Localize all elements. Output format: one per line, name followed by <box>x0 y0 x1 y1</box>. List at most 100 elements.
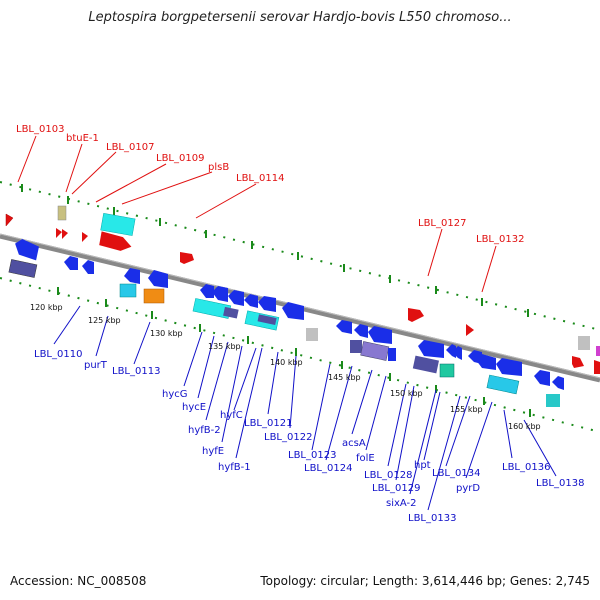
gene-label[interactable]: LBL_0128 <box>364 470 412 481</box>
bottom-leader-lines <box>53 305 557 511</box>
top-labels: LBL_0103 btuE-1 LBL_0107 LBL_0109 plsB L… <box>16 124 524 245</box>
gene-hyfE <box>244 294 258 308</box>
gene-label[interactable]: hycE <box>182 402 206 413</box>
gene-label[interactable]: LBL_0107 <box>106 142 154 153</box>
gene-folE <box>360 341 390 361</box>
gene-label[interactable]: LBL_0103 <box>16 124 64 135</box>
gene-label[interactable]: pyrD <box>456 483 480 494</box>
topology-summary: Topology: circular; Length: 3,614,446 bp… <box>260 574 590 588</box>
gene-LBL_0139 <box>578 336 590 350</box>
gene-label[interactable]: LBL_0124 <box>304 463 352 474</box>
map-title: Leptospira borgpetersenii serovar Hardjo… <box>88 10 512 25</box>
gene-label[interactable]: folE <box>356 453 375 464</box>
gene-label[interactable]: LBL_0136 <box>502 462 550 473</box>
kbp-marker: 125 kbp <box>88 316 121 325</box>
gene-LBL_0138b <box>552 376 564 390</box>
accession-text: Accession: NC_008508 <box>10 574 147 588</box>
kbp-marker: 145 kbp <box>328 373 361 382</box>
upper-major-ticks <box>21 184 529 317</box>
gene-label[interactable]: sixA-2 <box>386 498 417 509</box>
gene-label[interactable]: LBL_0121 <box>244 418 292 429</box>
gene-LBL_0127 <box>408 308 424 322</box>
gene-label[interactable]: hyfE <box>202 446 224 457</box>
gene-LBL_0113 <box>143 288 165 304</box>
gene-label[interactable]: acsA <box>342 438 366 449</box>
gene-LBL_0104 <box>56 228 62 238</box>
gene-label[interactable]: LBL_0127 <box>418 218 466 229</box>
gene-LBL_0106 <box>82 232 88 242</box>
gene-label[interactable]: purT <box>84 360 108 371</box>
gene-btuE-1 <box>57 205 67 221</box>
gene-label[interactable]: hyfB-1 <box>218 462 251 473</box>
gene-LBL_0121b <box>223 306 239 319</box>
gene-LBL_0142 <box>596 346 600 356</box>
gene-label[interactable]: hycG <box>162 389 188 400</box>
gene-hycG <box>200 284 214 298</box>
gene-LBL_0123 <box>306 328 318 341</box>
gene-purT <box>119 283 137 298</box>
gene-purT-a <box>124 268 140 284</box>
lower-major-ticks <box>57 287 531 417</box>
gene-LBL_0132 <box>466 324 474 336</box>
kbp-marker: 160 kbp <box>508 422 541 431</box>
gene-label[interactable]: LBL_0113 <box>112 366 160 377</box>
gene-sixA-2 <box>446 344 456 358</box>
gene-label[interactable]: LBL_0114 <box>236 173 284 184</box>
gene-label[interactable]: LBL_0123 <box>288 450 336 461</box>
gene-LBL_0103 <box>5 213 14 227</box>
gene-LBL_0111 <box>64 256 78 270</box>
gene-label[interactable]: btuE-1 <box>66 133 99 144</box>
gene-LBL_0141 <box>594 360 600 374</box>
lower-tick-track <box>0 277 600 433</box>
gene-LBL_0107 <box>100 213 136 236</box>
gene-LBL_0110 <box>8 259 38 278</box>
reverse-features <box>8 238 564 407</box>
gene-label[interactable]: LBL_0132 <box>476 234 524 245</box>
gene-LBL_0110a <box>15 238 39 261</box>
gene-label[interactable]: hyfC <box>220 410 243 421</box>
forward-features <box>5 205 600 374</box>
gene-acsA-a <box>354 324 368 338</box>
gene-label[interactable]: LBL_0133 <box>408 513 456 524</box>
gene-LBL_0136 <box>496 358 522 376</box>
gene-hyfB-2 <box>228 290 244 306</box>
gene-LBL_0134 <box>412 355 439 374</box>
gene-label[interactable]: plsB <box>208 162 229 173</box>
gene-purT-b <box>148 270 168 288</box>
kbp-marker: 155 kbp <box>450 405 483 414</box>
gene-pyrD <box>439 363 455 378</box>
gene-label[interactable]: hyfB-2 <box>188 425 221 436</box>
gene-label[interactable]: hpt <box>414 460 431 471</box>
gene-label[interactable]: LBL_0122 <box>264 432 312 443</box>
kbp-markers: 120 kbp 125 kbp 130 kbp 135 kbp 140 kbp … <box>30 303 541 431</box>
gene-LBL_0140 <box>572 356 584 368</box>
gene-LBL_0137 <box>486 374 520 395</box>
gene-label[interactable]: LBL_0110 <box>34 349 82 360</box>
gene-LBL_0122b <box>257 314 277 326</box>
top-leader-lines <box>17 135 497 293</box>
gene-acsA <box>350 340 362 353</box>
kbp-marker: 120 kbp <box>30 303 63 312</box>
gene-acsA-b <box>368 326 392 344</box>
kbp-marker: 135 kbp <box>208 342 241 351</box>
gene-LBL_0105 <box>62 229 68 239</box>
gene-LBL_0138a <box>534 370 550 386</box>
gene-label[interactable]: LBL_0134 <box>432 468 480 479</box>
gene-label[interactable]: LBL_0129 <box>372 483 420 494</box>
gene-label[interactable]: LBL_0109 <box>156 153 204 164</box>
kbp-marker: 140 kbp <box>270 358 303 367</box>
gene-LBL_0108 <box>99 231 132 251</box>
gene-label[interactable]: LBL_0138 <box>536 478 584 489</box>
gene-LBL_0124 <box>336 320 352 334</box>
gene-LBL_0114 <box>180 252 194 264</box>
gene-LBL_0138 <box>546 394 560 407</box>
gene-hyfB-1 <box>258 296 276 312</box>
gene-LBL_0128 <box>388 348 396 361</box>
gene-LBL_0112 <box>82 260 94 274</box>
bottom-labels: LBL_0110 purT LBL_0113 hycG hycE hyfB-2 … <box>34 349 584 524</box>
gene-hpt <box>452 346 462 360</box>
gene-hyfC <box>282 302 304 320</box>
gene-LBL_0129 <box>418 340 444 358</box>
gene-hycE <box>212 286 228 302</box>
